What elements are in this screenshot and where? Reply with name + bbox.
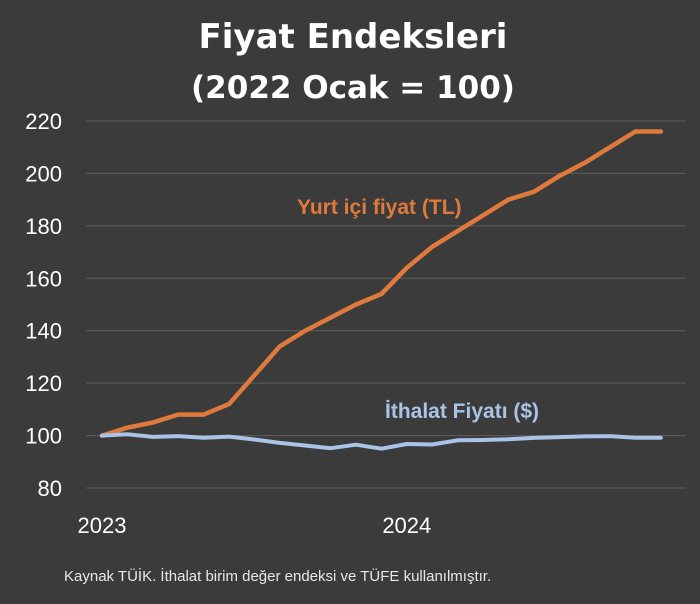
series-label-yurt-ici: Yurt içi fiyat (TL) [297,196,462,219]
gridlines [86,120,686,489]
y-tick-label: 120 [25,371,62,396]
y-tick-label: 160 [25,266,62,291]
series-lines [99,129,664,451]
series-line-yurt-ici [99,129,664,438]
y-axis-ticks: 80 100 120 140 160 180 200 220 [25,109,62,501]
y-tick-label: 80 [38,476,62,501]
y-tick-label: 220 [25,109,62,134]
series-label-ithalat: İthalat Fiyatı ($) [385,400,539,423]
source-note: Kaynak TÜİK. İthalat birim değer endeksi… [64,567,491,585]
x-tick-label: 2023 [78,513,127,538]
y-tick-label: 180 [25,214,62,239]
y-tick-label: 140 [25,319,62,344]
series-line-ithalat [100,432,663,451]
chart-subtitle: (2022 Ocak = 100) [191,70,515,106]
x-axis-ticks: 2023 2024 [78,513,432,538]
y-tick-label: 100 [25,424,62,449]
chart-title: Fiyat Endeksleri [199,17,508,57]
y-tick-label: 200 [25,161,62,186]
x-tick-label: 2024 [382,513,431,538]
